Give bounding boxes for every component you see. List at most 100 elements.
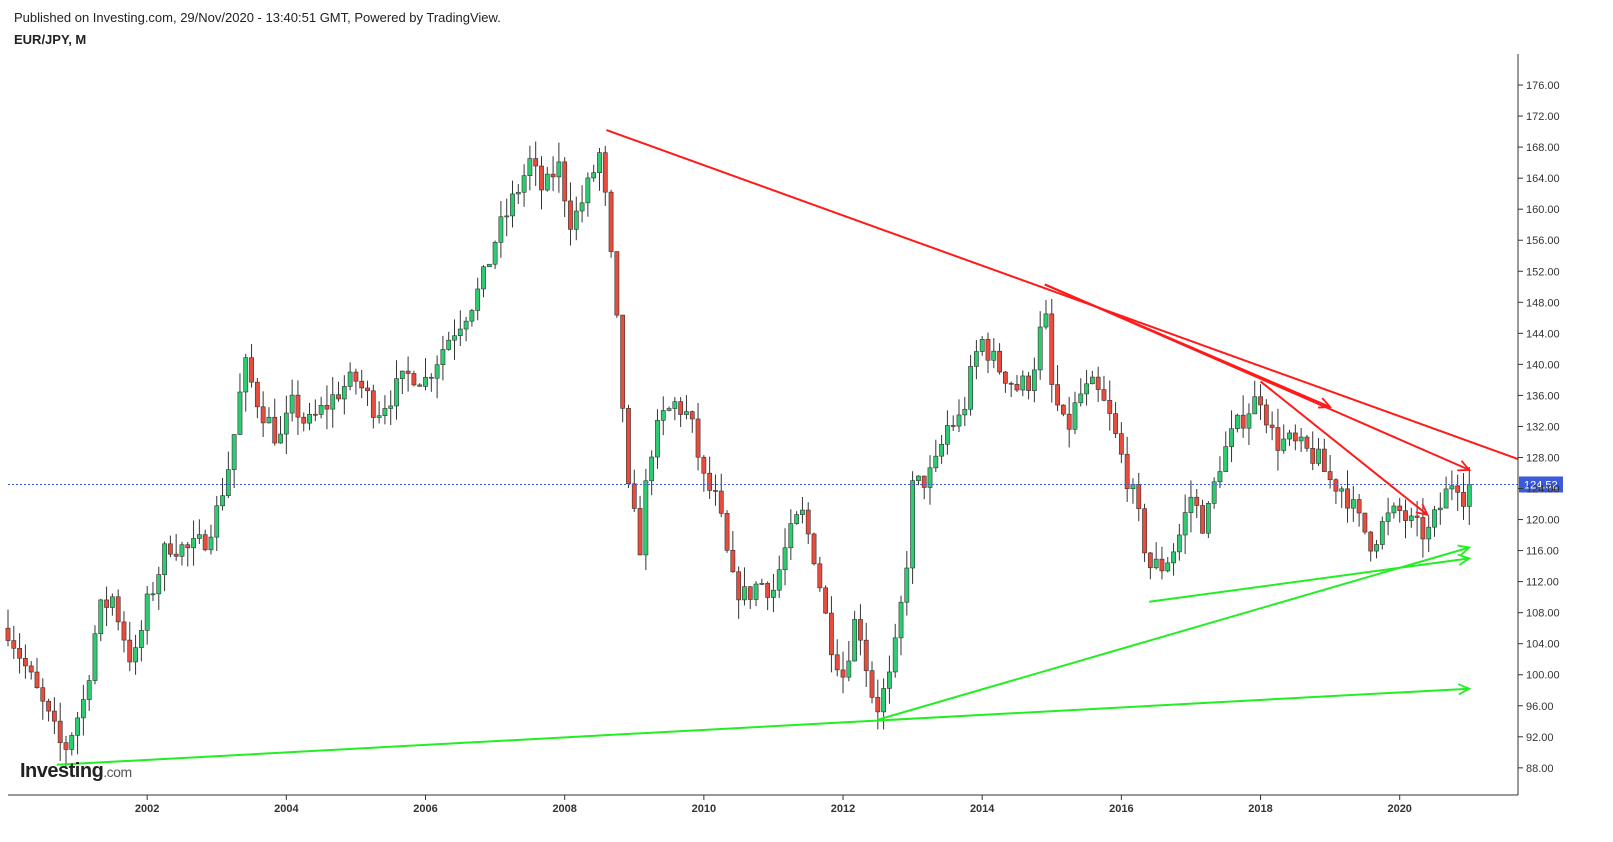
candle-body <box>510 193 515 217</box>
candle-body <box>573 210 579 230</box>
candle-body <box>17 647 22 659</box>
candle-body <box>307 413 312 424</box>
candle-body <box>1298 436 1304 442</box>
y-tick-label: 96.00 <box>1526 701 1554 713</box>
y-tick-label: 172.00 <box>1526 111 1560 123</box>
candle-body <box>133 647 138 663</box>
candle-body <box>341 386 347 400</box>
candle-body <box>1304 436 1310 449</box>
candle-body <box>991 350 997 361</box>
candle-body <box>272 416 278 444</box>
candle-body <box>40 687 46 702</box>
candle-body <box>1339 488 1345 492</box>
candle-body <box>1176 534 1182 553</box>
candle-body <box>1031 369 1037 391</box>
candle-body <box>1287 432 1292 440</box>
candle-body <box>388 405 394 409</box>
current-price-label: 124.52 <box>1524 479 1558 491</box>
candle-body <box>1217 471 1223 483</box>
candle-body <box>475 288 481 311</box>
candle-body <box>579 202 585 212</box>
candle-body <box>550 173 556 178</box>
candle-body <box>1263 404 1269 426</box>
candle-body <box>411 373 417 386</box>
candle-body <box>1084 383 1089 395</box>
candle-body <box>1060 404 1066 415</box>
candle-body <box>753 583 759 600</box>
candle-body <box>1443 488 1449 509</box>
candle-body <box>1211 481 1217 504</box>
candle-body <box>1240 414 1246 429</box>
candle-body <box>539 165 544 191</box>
candle-body <box>423 376 428 387</box>
candle-body <box>1275 427 1281 451</box>
candle-body <box>1136 484 1142 509</box>
candle-body <box>597 152 602 173</box>
candle-body <box>933 455 939 469</box>
candle-body <box>11 640 17 649</box>
candle-body <box>713 490 718 492</box>
candle-body <box>834 654 840 671</box>
candle-body <box>173 553 179 557</box>
candle-body <box>898 601 904 639</box>
candle-body <box>974 351 979 367</box>
candle-body <box>1362 512 1368 533</box>
candle-body <box>214 505 220 538</box>
candle-body <box>481 266 486 290</box>
candle-body <box>1449 485 1455 490</box>
candle-body <box>150 593 156 596</box>
candle-body <box>614 251 620 316</box>
candle-body <box>782 547 788 571</box>
candle-body <box>1159 558 1165 572</box>
candle-body <box>910 480 915 569</box>
candle-body <box>1200 505 1205 534</box>
y-tick-label: 160.00 <box>1526 204 1560 216</box>
candle-body <box>788 523 794 549</box>
y-tick-label: 120.00 <box>1526 515 1560 527</box>
y-tick-label: 88.00 <box>1526 763 1554 775</box>
candle-body <box>939 443 944 457</box>
candle-body <box>962 408 968 416</box>
x-tick-label: 2012 <box>831 803 855 815</box>
candle-body <box>353 371 359 382</box>
candle-body <box>1107 400 1113 414</box>
candle-body <box>811 533 817 565</box>
candle-body <box>405 370 411 374</box>
resistance-trendline <box>606 129 1519 460</box>
candle-body <box>1269 424 1275 428</box>
candle-body <box>446 339 452 350</box>
candle-body <box>858 619 863 641</box>
candle-body <box>92 633 98 681</box>
publish-info: Published on Investing.com, 29/Nov/2020 … <box>14 10 501 25</box>
candle-body <box>162 543 167 575</box>
x-tick-label: 2006 <box>413 803 437 815</box>
candle-body <box>260 406 266 424</box>
candle-body <box>486 263 492 268</box>
candle-body <box>800 509 805 515</box>
candle-body <box>1327 471 1333 481</box>
candle-body <box>237 391 243 435</box>
candle-body <box>301 416 307 424</box>
candle-body <box>887 671 892 689</box>
candle-body <box>370 390 376 418</box>
candle-body <box>1292 432 1298 442</box>
candle-body <box>1229 428 1234 447</box>
candle-body <box>672 401 678 409</box>
y-tick-label: 156.00 <box>1526 235 1560 247</box>
candle-body <box>544 173 550 191</box>
candle-body <box>167 543 173 555</box>
candle-body <box>1118 433 1124 455</box>
y-tick-label: 104.00 <box>1526 639 1560 651</box>
candle-body <box>1397 505 1403 511</box>
candle-body <box>1461 492 1466 507</box>
candle-body <box>324 405 330 410</box>
trendline-arrowhead <box>1457 460 1472 472</box>
candle-body <box>1182 512 1188 536</box>
candle-body <box>428 376 434 379</box>
x-tick-label: 2018 <box>1248 803 1272 815</box>
candle-body <box>417 384 423 387</box>
candle-body <box>382 408 388 417</box>
candle-body <box>1432 509 1437 528</box>
candle-body <box>985 339 991 361</box>
